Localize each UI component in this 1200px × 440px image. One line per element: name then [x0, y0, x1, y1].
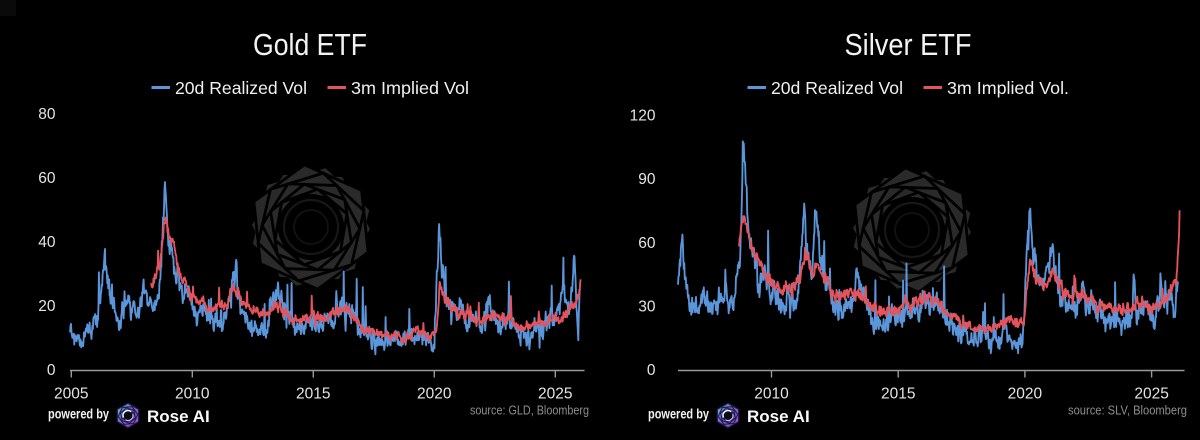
svg-text:80: 80	[38, 106, 56, 123]
svg-text:60: 60	[638, 235, 656, 252]
svg-text:3m Implied Vol.: 3m Implied Vol.	[947, 78, 1069, 98]
svg-text:Rose AI: Rose AI	[147, 407, 210, 426]
svg-text:3m Implied Vol: 3m Implied Vol	[351, 78, 469, 98]
svg-text:source: SLV, Bloomberg: source: SLV, Bloomberg	[1068, 403, 1187, 418]
svg-text:20d Realized Vol: 20d Realized Vol	[175, 78, 307, 98]
svg-text:0: 0	[47, 362, 56, 379]
svg-text:20: 20	[38, 298, 56, 315]
svg-text:Silver ETF: Silver ETF	[845, 27, 972, 62]
svg-text:2020: 2020	[1008, 386, 1043, 403]
svg-text:2010: 2010	[754, 386, 789, 403]
svg-text:Rose AI: Rose AI	[747, 407, 810, 426]
svg-text:source: GLD, Bloomberg: source: GLD, Bloomberg	[470, 403, 589, 418]
svg-text:2015: 2015	[296, 386, 330, 403]
svg-text:2005: 2005	[54, 386, 88, 403]
svg-text:60: 60	[38, 170, 56, 187]
svg-text:2025: 2025	[1134, 386, 1168, 403]
svg-text:Gold ETF: Gold ETF	[253, 27, 367, 62]
svg-text:90: 90	[638, 171, 656, 188]
svg-text:120: 120	[630, 108, 656, 125]
svg-text:powered by: powered by	[648, 407, 709, 422]
svg-text:2020: 2020	[417, 386, 452, 403]
svg-text:0: 0	[647, 362, 656, 379]
svg-text:40: 40	[38, 234, 56, 251]
svg-text:30: 30	[638, 298, 656, 315]
svg-text:2010: 2010	[175, 386, 210, 403]
svg-text:20d Realized Vol: 20d Realized Vol	[771, 78, 903, 98]
svg-text:powered by: powered by	[48, 407, 109, 422]
svg-text:2025: 2025	[538, 386, 572, 403]
svg-text:2015: 2015	[881, 386, 915, 403]
